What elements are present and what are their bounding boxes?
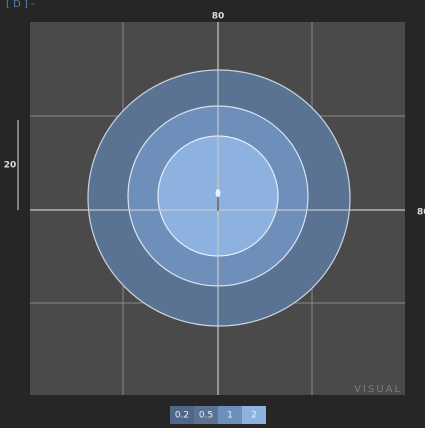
header: [ D ] - bbox=[6, 0, 35, 10]
legend-label: 2 bbox=[251, 411, 257, 421]
legend-swatch bbox=[170, 406, 194, 424]
legend-label: 0.2 bbox=[175, 411, 189, 421]
legend-swatch bbox=[218, 406, 242, 424]
right-label: 80 bbox=[417, 208, 425, 218]
luminaire bbox=[215, 189, 221, 197]
watermark: VISUAL bbox=[354, 384, 402, 395]
left-label: 20 bbox=[4, 161, 17, 171]
legend-label: 1 bbox=[227, 411, 233, 421]
top-label: 80 bbox=[212, 12, 225, 22]
legend-label: 0.5 bbox=[199, 411, 213, 421]
legend-swatch bbox=[242, 406, 266, 424]
legend-swatch bbox=[194, 406, 218, 424]
legend: 0.2 0.5 1 2 bbox=[170, 406, 266, 424]
